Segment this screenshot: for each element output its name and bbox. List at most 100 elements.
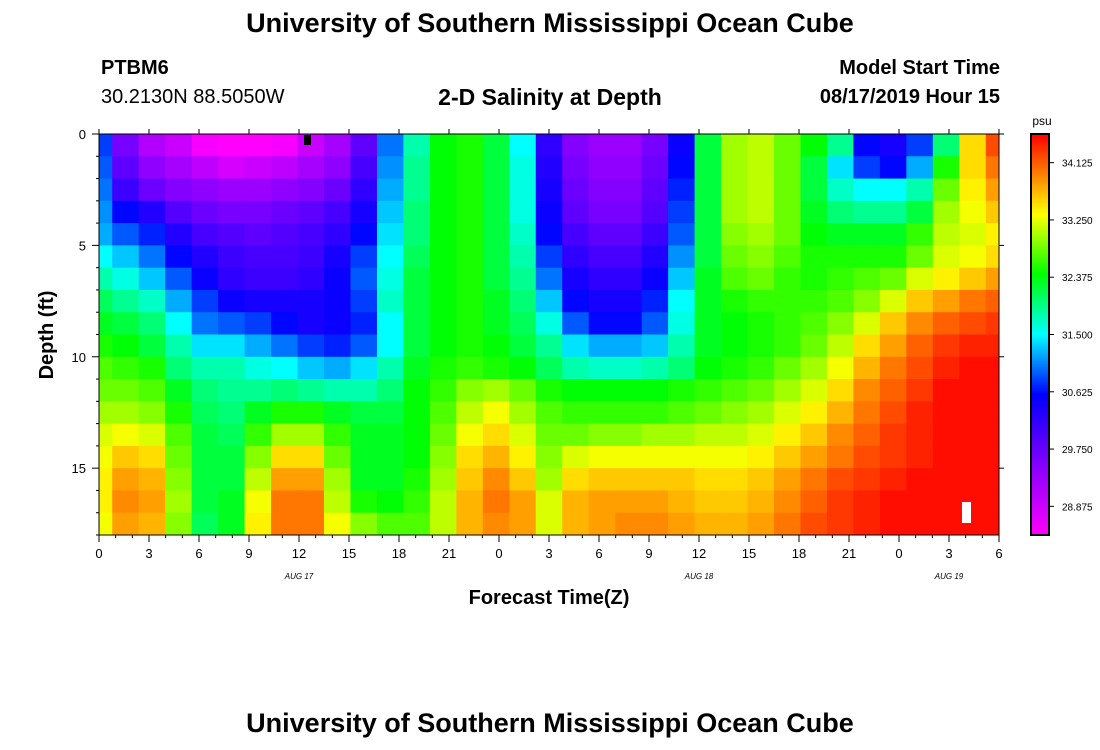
heat-cell <box>615 423 643 447</box>
y-tick-label: 0 <box>79 127 86 142</box>
heat-cell <box>747 512 775 535</box>
heat-cell <box>112 490 140 514</box>
heat-cell <box>615 490 643 514</box>
heat-cell <box>774 445 802 469</box>
heat-cell <box>826 312 855 336</box>
heat-cell <box>853 423 881 447</box>
heat-cell <box>800 423 828 447</box>
heat-cell <box>932 423 960 447</box>
heat-cell <box>99 379 113 402</box>
heat-cell <box>535 468 563 492</box>
heat-cell <box>588 200 616 224</box>
heat-cell <box>694 401 722 425</box>
heat-cell <box>641 289 669 313</box>
heat-cell <box>694 156 722 180</box>
heat-cell <box>271 289 299 313</box>
heat-cell <box>985 267 999 291</box>
heat-cell <box>403 223 431 246</box>
heat-cell <box>694 134 722 157</box>
heat-cell <box>959 423 987 447</box>
heat-cell <box>932 334 960 358</box>
heat-cell <box>456 401 484 425</box>
heat-cell <box>959 445 987 469</box>
heat-cell <box>800 379 828 402</box>
heat-cell <box>985 134 999 157</box>
heat-cell <box>324 445 352 469</box>
heat-cell <box>297 423 325 447</box>
heat-cell <box>138 200 166 224</box>
heat-cell <box>99 289 113 313</box>
heat-cell <box>615 223 643 246</box>
heat-cell <box>747 490 775 514</box>
heat-cell <box>985 245 999 269</box>
heat-cell <box>853 289 881 313</box>
heat-cell <box>747 356 775 380</box>
colorbar: psu 34.125 33.250 32.375 31.500 30.625 29.750… <box>1030 114 1093 536</box>
heat-cell <box>694 267 722 291</box>
heat-cell <box>985 334 999 358</box>
heat-cell <box>324 379 352 402</box>
heat-cell <box>615 156 643 180</box>
heat-cell <box>562 289 590 313</box>
heat-cell <box>668 245 696 269</box>
heat-cell <box>721 401 749 425</box>
heat-cell <box>482 178 510 202</box>
x-tick-label: 3 <box>945 546 952 561</box>
heat-cell <box>641 267 669 291</box>
heat-cell <box>350 245 378 269</box>
heat-cell <box>774 401 802 425</box>
heat-cell <box>482 200 510 224</box>
heat-cell <box>297 156 325 180</box>
heat-cell <box>721 490 749 514</box>
heat-cell <box>456 490 484 514</box>
heat-cell <box>112 156 140 180</box>
heat-cell <box>588 334 616 358</box>
heat-cell <box>482 512 510 535</box>
heat-cell <box>376 267 405 291</box>
y-axis: 0 5 10 15 <box>72 127 1004 536</box>
heat-cell <box>800 490 828 514</box>
heat-cell <box>985 312 999 336</box>
heat-cell <box>615 312 643 336</box>
heat-cell <box>403 267 431 291</box>
heat-cell <box>774 200 802 224</box>
heat-cell <box>376 200 405 224</box>
heat-cell <box>853 379 881 402</box>
heat-cell <box>297 334 325 358</box>
heat-cell <box>244 223 272 246</box>
heat-cell <box>641 223 669 246</box>
heat-cell <box>350 334 378 358</box>
heat-cell <box>482 490 510 514</box>
heat-cell <box>826 401 855 425</box>
heat-cell <box>879 379 907 402</box>
heat-cell <box>429 445 457 469</box>
heat-cell <box>324 178 352 202</box>
heat-cell <box>99 200 113 224</box>
heat-cell <box>218 334 246 358</box>
heat-cell <box>350 356 378 380</box>
heat-cell <box>191 223 219 246</box>
heat-cell <box>853 267 881 291</box>
heat-cell <box>562 156 590 180</box>
heat-cell <box>165 267 193 291</box>
heat-cell <box>112 512 140 535</box>
heat-cell <box>721 423 749 447</box>
heat-cell <box>562 356 590 380</box>
heat-cell <box>376 445 405 469</box>
heat-cell <box>853 312 881 336</box>
heat-cell <box>985 156 999 180</box>
heat-cell <box>535 379 563 402</box>
heat-cell <box>112 200 140 224</box>
heat-cell <box>668 200 696 224</box>
heat-cell <box>403 379 431 402</box>
heat-cell <box>774 512 802 535</box>
heat-cell <box>191 423 219 447</box>
heat-cell <box>747 379 775 402</box>
heat-cell <box>482 267 510 291</box>
x-tick-label: 12 <box>292 546 306 561</box>
heat-cell <box>218 245 246 269</box>
heat-cell <box>99 401 113 425</box>
heat-cell <box>191 445 219 469</box>
heat-cell <box>826 423 855 447</box>
heat-cell <box>456 445 484 469</box>
